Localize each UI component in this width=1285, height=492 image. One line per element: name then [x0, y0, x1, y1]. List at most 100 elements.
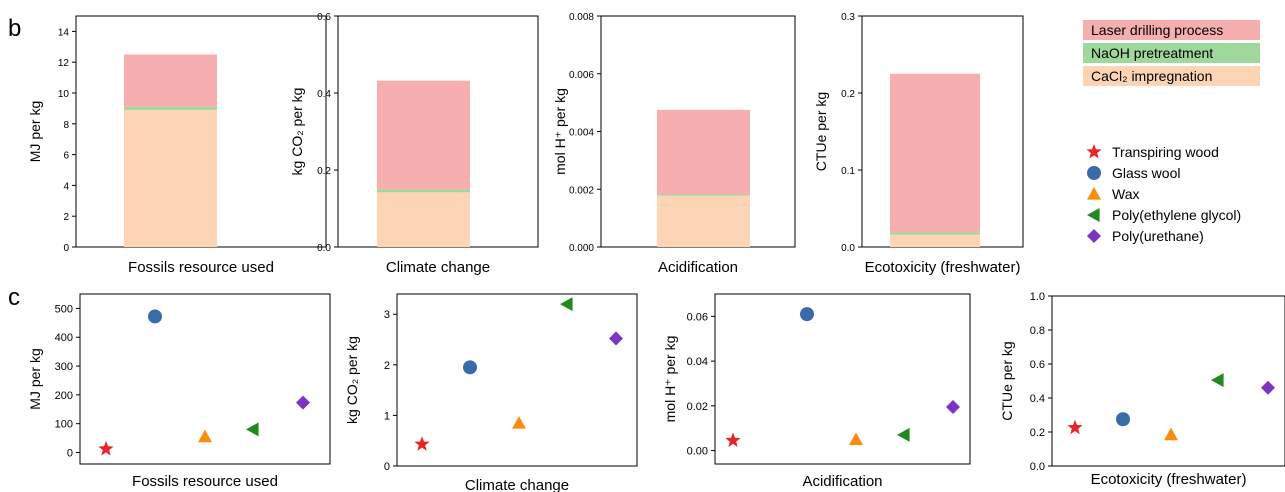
- y-tick-label: 0.004: [569, 128, 594, 139]
- bar-segment: [657, 109, 750, 195]
- scatter-point: [246, 422, 259, 437]
- y-tick-label: 12: [58, 58, 70, 69]
- bar-legend: Laser drilling process NaOH pretreatment C…: [1083, 20, 1260, 86]
- x-axis-label: Acidification: [658, 259, 738, 276]
- y-tick-label: 100: [55, 419, 73, 431]
- y-tick-label: 0: [384, 461, 390, 473]
- legend-swatch: [1083, 20, 1260, 40]
- y-axis-label: CTUe per kg: [999, 341, 1015, 420]
- chart-1: 0.0 0.2 0.4 0.6 kg CO₂ per kg Climate change: [289, 12, 539, 276]
- y-axis-label: CTUe per kg: [813, 92, 829, 171]
- y-tick-label: 0.1: [841, 166, 855, 177]
- plot-frame: [714, 293, 971, 465]
- y-tick-label: 500: [55, 303, 73, 315]
- star-icon: [1086, 144, 1102, 159]
- y-tick-label: 0.4: [1030, 393, 1045, 405]
- bar-segment: [377, 189, 470, 193]
- y-tick-label: 0.6: [1030, 359, 1045, 371]
- bar-segment: [124, 106, 217, 110]
- scatter-point: [463, 360, 477, 375]
- plot-frame: [396, 293, 638, 467]
- chart-7: 0.0 0.2 0.4 0.6 0.8 1.0 CTUe per kg Ecotoxicity…: [999, 291, 1285, 488]
- scatter-point: [148, 309, 162, 324]
- x-axis-label: Fossils resource used: [128, 259, 274, 276]
- y-axis-label: MJ per kg: [27, 101, 43, 162]
- chart-5: 0 1 2 3 kg CO₂ per kg Climate change: [344, 293, 638, 492]
- triangle-up-icon: [1087, 187, 1101, 200]
- scatter-point: [1211, 373, 1224, 388]
- triangle-left-icon: [1087, 208, 1100, 222]
- y-tick-label: 400: [55, 332, 73, 344]
- y-tick-label: 0.2: [841, 89, 855, 100]
- x-axis-label: Climate change: [465, 477, 569, 492]
- legend-swatch: [1083, 66, 1260, 86]
- scatter-point: [800, 307, 814, 322]
- scatter-point: [849, 432, 863, 445]
- bar-segment: [124, 54, 217, 107]
- scatter-point: [946, 400, 960, 414]
- bar-segment: [657, 195, 750, 247]
- chart-4: 0 100 200 300 400 500 MJ per kg Fossils resourc…: [27, 293, 331, 490]
- y-tick-label: 0.2: [317, 166, 331, 177]
- y-tick-label: 10: [58, 89, 70, 100]
- legend-label: Glass wool: [1112, 165, 1180, 181]
- chart-0: 0 2 4 6 8 10 12 14 MJ per kg Fossils resource use…: [27, 15, 327, 276]
- bar-segment: [377, 80, 470, 190]
- scatter-point: [1261, 380, 1275, 395]
- y-tick-label: 0.006: [569, 70, 594, 81]
- bar-segment: [124, 109, 217, 247]
- y-tick-label: 2: [63, 212, 69, 223]
- y-tick-label: 4: [63, 181, 69, 192]
- y-tick-label: 0.0: [841, 243, 855, 254]
- plot-frame: [79, 293, 331, 465]
- y-tick-label: 200: [55, 390, 73, 402]
- legend-label: Transpiring wood: [1112, 144, 1219, 160]
- scatter-point: [725, 432, 741, 447]
- panel-label-c: c: [8, 284, 20, 311]
- diamond-icon: [1087, 229, 1101, 243]
- x-axis-label: Ecotoxicity (freshwater): [865, 259, 1021, 276]
- scatter-point: [1116, 412, 1130, 427]
- legend-label: Wax: [1112, 186, 1139, 202]
- circle-icon: [1087, 166, 1101, 180]
- plot-frame: [1051, 295, 1285, 467]
- chart-6: 0.00 0.02 0.04 0.06 mol H⁺ per kg Acidificati…: [662, 293, 971, 490]
- panel-label-b: b: [8, 15, 21, 42]
- y-tick-label: 300: [55, 361, 73, 373]
- y-tick-label: 0.3: [841, 12, 855, 23]
- y-tick-label: 0.8: [1030, 325, 1045, 337]
- y-tick-label: 0.06: [687, 311, 708, 323]
- legend-swatch: [1083, 43, 1260, 63]
- scatter-point: [1164, 427, 1178, 441]
- y-axis-label: mol H⁺ per kg: [552, 88, 568, 175]
- y-tick-label: 0.4: [317, 89, 331, 100]
- y-tick-label: 0.0: [1030, 461, 1045, 473]
- y-tick-label: 0: [63, 243, 69, 254]
- scatter-point: [98, 441, 114, 456]
- legend-label: NaOH pretreatment: [1091, 45, 1213, 61]
- charts-group: 0 2 4 6 8 10 12 14 MJ per kg Fossils resource use…: [27, 12, 1285, 492]
- legend-label: CaCl₂ impregnation: [1091, 68, 1212, 84]
- y-tick-label: 0.6: [317, 12, 331, 23]
- chart-2: 0.000 0.002 0.004 0.006 0.008 mol H⁺ per kg Ac…: [552, 12, 796, 276]
- y-tick-label: 2: [384, 360, 390, 372]
- y-tick-label: 0.000: [569, 243, 594, 254]
- y-tick-label: 6: [63, 151, 69, 162]
- x-axis-label: Fossils resource used: [132, 473, 278, 490]
- y-tick-label: 14: [58, 27, 70, 38]
- scatter-point: [296, 395, 310, 410]
- y-axis-label: kg CO₂ per kg: [344, 336, 360, 424]
- scatter-point: [897, 427, 910, 442]
- y-tick-label: 8: [63, 120, 69, 131]
- y-tick-label: 0.2: [1030, 427, 1045, 439]
- y-tick-label: 0.04: [687, 356, 708, 368]
- y-tick-label: 0.008: [569, 12, 594, 23]
- scatter-point: [1067, 419, 1083, 435]
- bar-segment: [890, 234, 980, 247]
- y-tick-label: 0.02: [687, 401, 708, 413]
- x-axis-label: Acidification: [802, 473, 882, 490]
- bar-segment: [657, 194, 750, 196]
- y-tick-label: 0.0: [317, 243, 331, 254]
- bar-segment: [377, 192, 470, 247]
